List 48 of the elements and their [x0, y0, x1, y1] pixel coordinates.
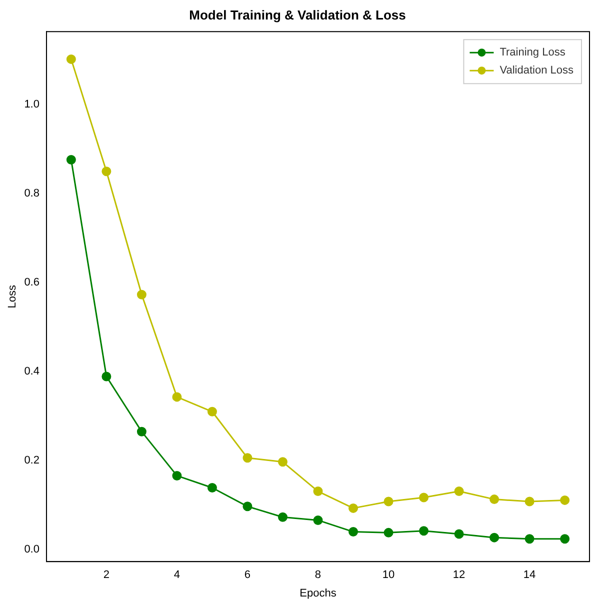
point [136, 426, 146, 436]
point [348, 503, 358, 513]
y-tick-label: 0.6 [24, 276, 40, 289]
point [278, 512, 288, 522]
point [560, 534, 570, 544]
point [348, 527, 358, 537]
point [172, 470, 182, 480]
y-tick-label: 1.0 [24, 98, 40, 111]
legend-label: Validation Loss [500, 64, 574, 77]
point [560, 495, 570, 505]
legend-label: Training Loss [500, 46, 566, 59]
y-tick-label: 0.8 [24, 188, 40, 200]
x-tick-label: 8 [314, 569, 322, 582]
point [66, 155, 76, 165]
point [242, 453, 252, 463]
point [207, 406, 217, 416]
x-tick-label: 4 [174, 569, 180, 582]
point [136, 290, 146, 300]
x-tick-label: 14 [523, 569, 536, 582]
point [384, 496, 394, 506]
chart-title: Model Training & Validation & Loss [189, 7, 406, 22]
point [524, 496, 534, 506]
point [419, 492, 429, 502]
point [490, 494, 500, 504]
x-axis-title: Epochs [300, 587, 337, 600]
point [102, 372, 112, 382]
point [313, 486, 323, 496]
x-tick-label: 6 [244, 569, 251, 582]
point [66, 54, 76, 64]
point [524, 534, 534, 544]
point [490, 532, 500, 542]
point [102, 166, 112, 176]
y-tick-label: 0.4 [24, 366, 40, 378]
point [207, 482, 217, 492]
point [172, 392, 182, 402]
x-tick-label: 10 [382, 569, 395, 582]
x-tick-label: 12 [452, 569, 466, 582]
y-tick-label: 0.0 [24, 544, 40, 556]
x-tick-label: 2 [103, 569, 110, 582]
point [419, 526, 429, 536]
y-axis-title: Loss [6, 284, 19, 308]
point [278, 457, 288, 467]
point [384, 528, 394, 538]
y-tick-label: 0.2 [24, 454, 40, 467]
point [242, 502, 252, 512]
point [454, 529, 464, 539]
point [454, 486, 464, 496]
point [313, 515, 323, 525]
